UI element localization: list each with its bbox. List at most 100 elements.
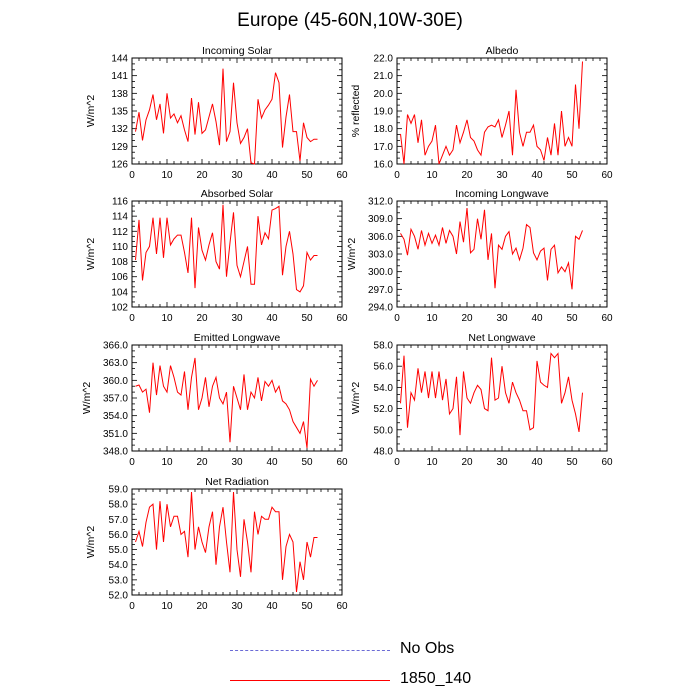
chart-incoming-longwave: Incoming Longwave 0 10 20 30 40 50 60 294.0 297.0…	[346, 188, 613, 324]
x-tick-label: 20	[461, 457, 473, 468]
x-tick-label: 30	[496, 313, 508, 324]
y-tick-label: 112	[112, 227, 128, 238]
y-tick-label: 21.0	[374, 71, 394, 82]
x-tick-label: 40	[266, 457, 278, 468]
legend-swatch-solid	[230, 680, 390, 681]
y-tick-label: 348.0	[103, 447, 128, 458]
x-tick-label: 0	[129, 313, 135, 324]
x-tick-label: 10	[161, 457, 173, 468]
y-tick-label: 104	[111, 287, 128, 298]
y-tick-label: 58.0	[374, 341, 394, 352]
x-tick-label: 40	[266, 313, 278, 324]
y-tick-label: 129	[111, 142, 128, 153]
y-tick-label: 54.0	[374, 383, 394, 394]
chart-title: Emitted Longwave	[194, 332, 281, 344]
legend-swatch-dashed	[230, 650, 390, 651]
y-tick-label: 108	[111, 257, 128, 268]
x-tick-label: 10	[161, 313, 173, 324]
y-tick-label: 19.0	[374, 107, 394, 118]
chart-title: Albedo	[486, 45, 519, 57]
x-tick-label: 50	[301, 170, 313, 181]
y-tick-label: 52.0	[109, 591, 129, 602]
chart-title: Absorbed Solar	[201, 188, 274, 200]
y-tick-label: 294.0	[368, 303, 393, 314]
series-line-net-longwave	[400, 352, 583, 436]
y-tick-label: 366.0	[103, 341, 128, 352]
y-axis-label: W/m^2	[85, 526, 97, 559]
x-tick-label: 60	[601, 457, 613, 468]
plot-frame	[396, 200, 608, 308]
x-tick-label: 10	[161, 601, 173, 612]
x-tick-label: 50	[566, 457, 578, 468]
x-tick-label: 50	[566, 313, 578, 324]
y-tick-label: 58.0	[109, 500, 129, 511]
x-tick-label: 0	[129, 170, 135, 181]
x-tick-label: 50	[301, 313, 313, 324]
x-tick-label: 40	[266, 170, 278, 181]
y-tick-label: 360.0	[103, 376, 128, 387]
chart-emitted-longwave: Emitted Longwave 0 10 20 30 40 50 60 348.0 351.0 3…	[81, 332, 348, 468]
chart-title: Incoming Longwave	[455, 188, 549, 200]
y-axis-label: W/m^2	[85, 95, 97, 128]
chart-net-longwave: Net Longwave 0 10 20 30 40 50 60 48.0 50.0 52.0 54.…	[350, 332, 613, 468]
y-tick-label: 102	[111, 303, 128, 314]
legend-label-no-obs: No Obs	[400, 640, 455, 657]
y-tick-label: 306.0	[368, 232, 393, 243]
x-tick-label: 60	[601, 313, 613, 324]
y-axis-label: W/m^2	[346, 238, 358, 271]
y-tick-label: 20.0	[374, 89, 394, 100]
y-tick-label: 53.0	[109, 575, 129, 586]
x-tick-label: 30	[231, 601, 243, 612]
y-tick-label: 55.0	[109, 545, 129, 556]
series-line-net-radiation	[135, 491, 318, 593]
chart-albedo: Albedo 0 10 20 30 40 50 60 16.0 17.0 18.0 19.0 20.0 2…	[350, 45, 613, 181]
x-tick-label: 10	[426, 170, 438, 181]
y-axis-label: % reflected	[350, 85, 362, 138]
chart-net-radiation: Net Radiation 0 10 20 30 40 50 60 52.0 53.0 54.0 55…	[85, 476, 348, 612]
x-tick-label: 60	[336, 601, 348, 612]
chart-title: Incoming Solar	[202, 45, 273, 57]
y-tick-label: 303.0	[368, 250, 393, 261]
x-tick-label: 40	[531, 457, 543, 468]
series-line-emitted-longwave	[135, 357, 318, 449]
x-tick-label: 60	[601, 170, 613, 181]
y-tick-label: 138	[111, 89, 128, 100]
y-tick-label: 48.0	[374, 447, 394, 458]
y-axis-label: W/m^2	[350, 382, 362, 415]
page-title: Europe (45-60N,10W-30E)	[237, 10, 463, 31]
legend-label-model: 1850_140	[400, 670, 472, 687]
x-tick-label: 30	[231, 313, 243, 324]
x-tick-label: 0	[129, 601, 135, 612]
y-tick-label: 50.0	[374, 425, 394, 436]
x-tick-label: 30	[496, 457, 508, 468]
y-tick-label: 312.0	[368, 197, 393, 208]
x-tick-label: 60	[336, 457, 348, 468]
x-tick-label: 10	[426, 313, 438, 324]
chart-absorbed-solar: Absorbed Solar 0 10 20 30 40 50 60 102 104 106 108 1…	[85, 188, 348, 324]
y-tick-label: 17.0	[374, 142, 394, 153]
x-tick-label: 40	[531, 313, 543, 324]
x-tick-label: 50	[566, 170, 578, 181]
x-tick-label: 60	[336, 313, 348, 324]
series-line-absorbed-solar	[135, 204, 318, 293]
x-tick-label: 20	[461, 170, 473, 181]
y-tick-label: 116	[112, 197, 128, 208]
series-line-incoming-longwave	[400, 208, 583, 290]
x-tick-label: 20	[196, 313, 208, 324]
chart-title: Net Longwave	[468, 332, 535, 344]
y-tick-label: 126	[111, 160, 128, 171]
x-tick-label: 0	[394, 313, 400, 324]
y-tick-label: 56.0	[109, 530, 129, 541]
y-tick-label: 110	[112, 242, 128, 253]
plot-frame	[396, 57, 608, 165]
y-tick-label: 114	[112, 212, 128, 223]
x-tick-label: 0	[394, 457, 400, 468]
x-tick-label: 40	[531, 170, 543, 181]
x-tick-label: 30	[231, 457, 243, 468]
x-tick-label: 40	[266, 601, 278, 612]
y-tick-label: 297.0	[368, 285, 393, 296]
y-tick-label: 351.0	[103, 429, 128, 440]
series-line-albedo	[400, 61, 583, 165]
x-tick-label: 10	[426, 457, 438, 468]
